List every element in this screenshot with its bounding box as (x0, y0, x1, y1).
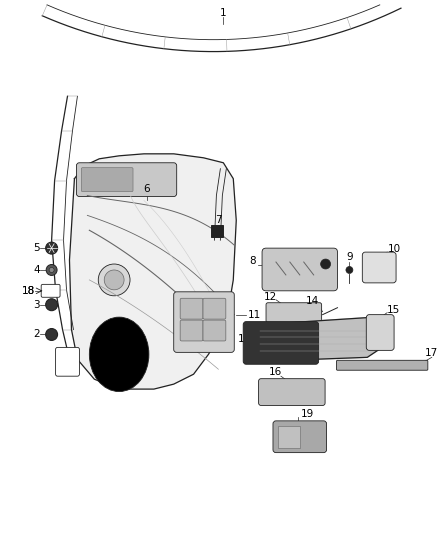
Text: 13: 13 (237, 335, 251, 344)
Polygon shape (246, 318, 387, 361)
Circle shape (104, 270, 124, 290)
Text: 2: 2 (33, 329, 40, 340)
FancyBboxPatch shape (81, 168, 133, 191)
Text: 7: 7 (215, 215, 222, 225)
Text: 12: 12 (263, 292, 277, 302)
Polygon shape (70, 154, 236, 389)
Text: 4: 4 (33, 265, 40, 275)
FancyBboxPatch shape (362, 252, 396, 283)
FancyBboxPatch shape (366, 314, 394, 350)
FancyBboxPatch shape (273, 421, 327, 453)
Circle shape (49, 268, 54, 272)
FancyBboxPatch shape (336, 360, 428, 370)
Text: 15: 15 (386, 305, 400, 314)
Circle shape (46, 242, 57, 254)
Text: 14: 14 (306, 296, 319, 306)
FancyBboxPatch shape (203, 298, 226, 319)
Circle shape (346, 266, 353, 273)
Text: 18: 18 (22, 286, 35, 296)
Bar (212, 225, 223, 237)
Text: 3: 3 (33, 300, 40, 310)
Circle shape (46, 299, 57, 311)
FancyBboxPatch shape (180, 320, 203, 341)
Text: 17: 17 (425, 349, 438, 358)
FancyBboxPatch shape (262, 248, 338, 291)
FancyBboxPatch shape (56, 348, 79, 376)
FancyBboxPatch shape (266, 303, 321, 322)
Text: 5: 5 (33, 243, 40, 253)
FancyBboxPatch shape (180, 298, 203, 319)
Circle shape (46, 328, 57, 341)
Text: 1: 1 (220, 8, 226, 18)
Text: 9: 9 (346, 252, 353, 262)
Text: 6: 6 (144, 183, 150, 193)
Text: 18: 18 (22, 286, 35, 296)
FancyBboxPatch shape (243, 321, 318, 364)
FancyBboxPatch shape (174, 292, 234, 352)
Text: 19: 19 (301, 409, 314, 419)
Circle shape (321, 259, 331, 269)
FancyBboxPatch shape (41, 285, 60, 297)
Bar (278, 426, 300, 448)
Circle shape (46, 264, 57, 276)
FancyBboxPatch shape (77, 163, 177, 197)
FancyBboxPatch shape (258, 378, 325, 406)
Text: 10: 10 (388, 244, 401, 254)
FancyBboxPatch shape (203, 320, 226, 341)
Ellipse shape (89, 317, 149, 392)
Text: 8: 8 (249, 256, 255, 266)
Text: 16: 16 (268, 367, 282, 377)
Circle shape (98, 264, 130, 296)
Text: 11: 11 (247, 310, 261, 320)
